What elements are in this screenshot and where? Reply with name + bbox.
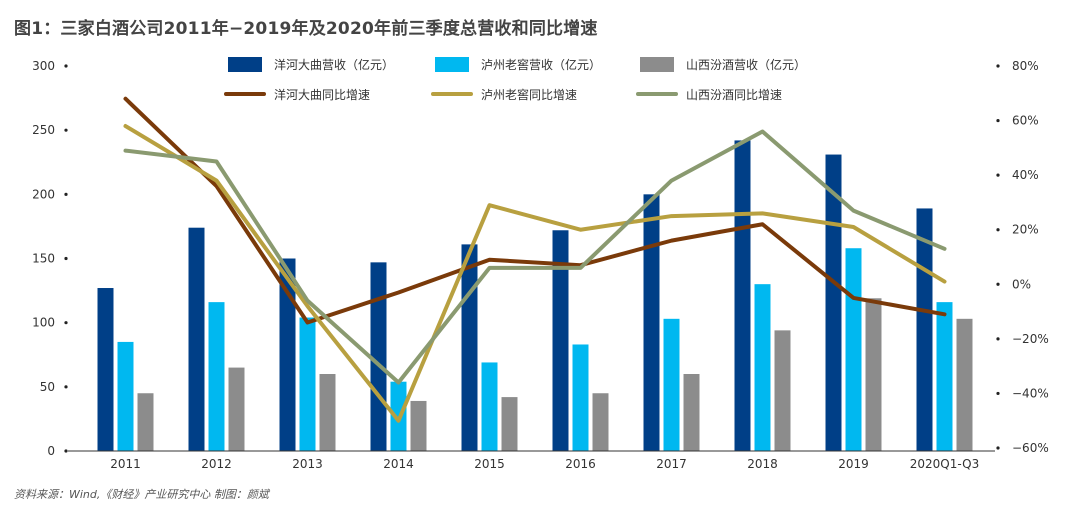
bar-2 [572,344,589,451]
left-tick-label: 200 [32,187,55,201]
bar-3 [865,298,882,451]
line-series-3 [123,129,947,385]
line-series-2 [123,124,947,423]
left-tick-dot [64,449,68,453]
bar-3 [683,374,700,451]
right-tick-label: −60% [1012,441,1049,455]
bar-2 [754,284,771,451]
right-tick-label: −40% [1012,386,1049,400]
right-tick-dot [996,446,1000,450]
x-tick-label: 2019 [838,457,869,471]
legend-label: 山西汾酒同比增速 [686,88,782,102]
right-tick-label: 60% [1012,114,1039,128]
right-tick-dot [996,282,1000,286]
bar-3 [410,400,427,451]
bar-3 [774,330,791,451]
legend-label: 洋河大曲同比增速 [274,87,370,102]
bar-1 [461,244,478,451]
right-tick-dot [996,118,1000,123]
legend-swatch-bar [640,57,674,72]
legend-label: 泸州老窖营收（亿元） [481,57,601,72]
legend-label: 洋河大曲营收（亿元） [274,57,394,72]
bar-2 [299,317,316,451]
left-tick-label: 100 [32,316,55,330]
x-tick-label: 2017 [656,457,687,471]
right-tick-dot [996,64,1000,68]
left-tick-dot [64,321,68,325]
x-tick-label: 2013 [292,457,323,471]
x-tick-label: 2012 [201,457,232,471]
left-tick-dot [64,256,68,261]
bar-1 [188,227,205,451]
bar-2 [208,302,225,451]
right-tick-dot [996,228,1000,232]
left-axis: 0 50 100 150 200 250 300 [32,59,68,458]
right-tick-label: 80% [1012,59,1039,73]
line-series-1 [123,96,947,325]
bar-1 [552,230,569,451]
x-tick-label: 2015 [474,457,505,471]
bar-3 [592,393,609,451]
left-tick-label: 50 [40,380,55,394]
legend-label: 山西汾酒营收（亿元） [686,57,806,72]
bar-3 [137,393,154,451]
left-tick-dot [64,192,68,196]
right-tick-label: 20% [1012,223,1039,237]
x-tick-label: 2014 [383,457,414,471]
legend-swatch-bar [228,57,262,72]
bar-3 [501,397,518,451]
right-axis: 80% 60% 40% 20% 0% −20% −40% −60% [996,59,1049,455]
left-tick-label: 300 [32,59,55,73]
figure-title: 图1：三家白酒公司2011年−2019年及2020年前三季度总营收和同比增速 [14,19,598,39]
legend-swatch-bar [435,57,469,72]
left-tick-dot [64,128,68,132]
bar-1 [97,288,114,451]
left-tick-dot [64,385,68,389]
bars-group [97,140,973,452]
left-tick-label: 150 [32,252,55,266]
bar-1 [370,262,387,451]
bar-3 [319,374,336,451]
bar-2 [117,341,134,451]
bar-2 [481,362,498,451]
right-tick-dot [996,337,1000,341]
x-axis: 2011 2012 2013 2014 2015 2016 2017 2018 2019 2020… [68,450,995,471]
source-note: 资料来源：Wind,《财经》产业研究中心 制图：颜斌 [14,488,269,501]
bar-1 [643,194,660,452]
right-tick-label: −20% [1012,332,1049,346]
left-tick-label: 0 [47,444,55,458]
bar-2 [845,248,862,451]
right-tick-dot [996,391,1000,396]
right-tick-label: 0% [1012,277,1031,291]
legend-label: 泸州老窖同比增速 [481,87,577,102]
x-tick-label: 2016 [565,457,596,471]
right-tick-dot [996,173,1000,177]
x-tick-label: 2018 [747,457,778,471]
bar-1 [734,140,751,451]
legend: 洋河大曲营收（亿元） 泸州老窖营收（亿元） 山西汾酒营收（亿元） 洋河大曲同比增速 泸州… [224,57,806,102]
left-tick-label: 250 [32,123,55,137]
bar-3 [956,318,973,451]
lines-group [123,96,947,423]
right-tick-label: 40% [1012,168,1039,182]
left-tick-dot [64,64,68,68]
x-tick-label: 2011 [110,457,141,471]
chart-svg: 0 50 100 150 200 250 300 80% 60% 40% 20% 0% −20% −40… [32,57,1049,471]
bar-1 [279,258,296,451]
bar-2 [663,318,680,451]
bar-2 [936,302,953,451]
x-tick-label: 2020Q1-Q3 [910,457,979,471]
bar-1 [825,154,842,452]
bar-3 [228,367,245,451]
